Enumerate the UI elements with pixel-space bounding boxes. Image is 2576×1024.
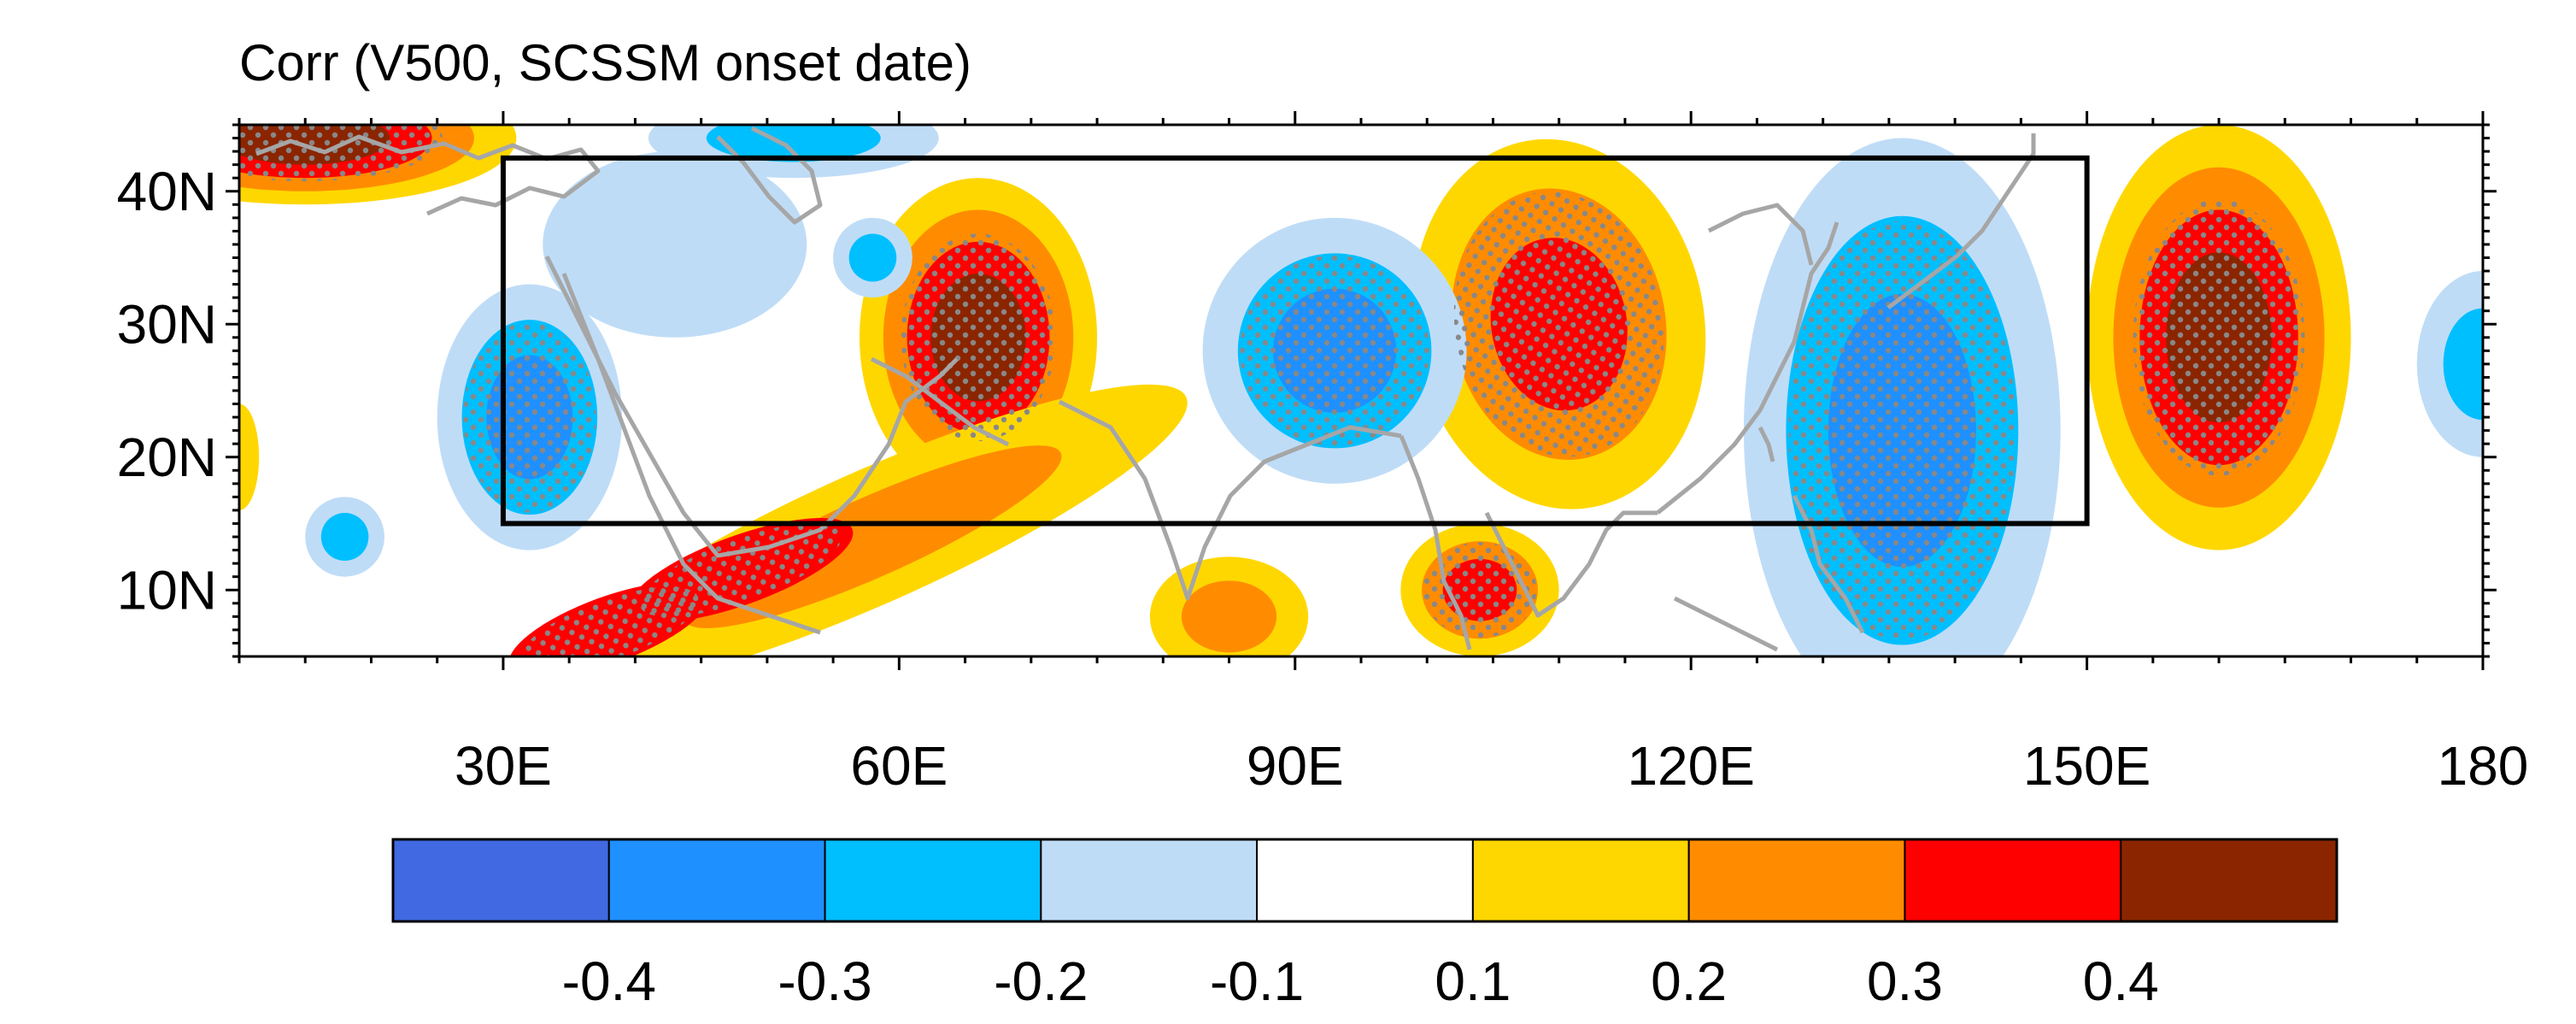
stipple-region-2: [901, 233, 1056, 442]
x-tick-label-60e: 60E: [850, 735, 948, 797]
contour-feature-17: [305, 497, 384, 577]
coastline-taiwan: [1757, 426, 1775, 462]
x-tick-label-120e: 120E: [1627, 735, 1754, 797]
x-tick-label-90e: 90E: [1247, 735, 1344, 797]
colorbar-swatch: [392, 839, 610, 922]
y-tick-label-40n: 40N: [117, 161, 217, 222]
stipple-region-10: [463, 321, 596, 513]
contour-band: [543, 151, 807, 338]
stipple-fill: [1453, 191, 1664, 457]
stipple-fill: [1423, 542, 1537, 638]
contour-feature-1: [239, 403, 260, 510]
colorbar-level-label: 0.2: [1651, 950, 1727, 1012]
colorbar-swatch: [607, 839, 826, 922]
colorbar-level-label: -0.3: [777, 950, 871, 1012]
stipple-fill: [519, 586, 699, 656]
stipple-region-5: [519, 586, 699, 656]
contour-feature-15: [543, 151, 807, 338]
colorbar-level-label: -0.2: [994, 950, 1088, 1012]
colorbar-level-label: 0.1: [1435, 950, 1511, 1012]
contour-feature-8: [1149, 556, 1309, 656]
contour-band: [848, 233, 897, 282]
colorbar-level-label: -0.1: [1210, 950, 1304, 1012]
stipple-fill: [463, 321, 596, 513]
colorbar-labels: -0.4 -0.3 -0.2 -0.1 0.1 0.2 0.3 0.4: [562, 950, 2159, 1012]
stipple-region-7: [1423, 542, 1537, 638]
figure-title: Corr (V500, SCSSM onset date): [239, 34, 971, 91]
coastline-india: [1058, 399, 1402, 601]
y-tick-label-20n: 20N: [117, 427, 217, 488]
stipple-fill: [239, 125, 443, 182]
coastline-black-caspian: [716, 126, 823, 225]
colorbar-swatch: [1471, 839, 1690, 922]
x-tick-label-180: 180: [2438, 735, 2529, 797]
colorbar-level-label: -0.4: [562, 950, 656, 1012]
y-axis-tick-labels: 10N 20N 30N 40N: [117, 161, 217, 621]
contour-band: [239, 403, 260, 510]
stipple-region-6: [1453, 191, 1664, 457]
axis-ticks: [226, 111, 2497, 670]
x-tick-label-30e: 30E: [455, 735, 552, 797]
stipple-region-9: [2133, 199, 2305, 476]
colorbar-level-label: 0.3: [1867, 950, 1943, 1012]
contour-feature-16: [833, 217, 912, 298]
stipple-fill: [901, 233, 1056, 442]
stipple-region-12: [1788, 221, 2016, 640]
y-tick-label-10n: 10N: [117, 559, 217, 621]
stipple-region-11: [1240, 255, 1429, 446]
colorbar-level-label: 0.4: [2083, 950, 2159, 1012]
colorbar: [391, 838, 2338, 923]
coastline-philippines: [1792, 494, 1865, 634]
colorbar-swatch: [824, 839, 1042, 922]
colorbar-frame: [391, 838, 2338, 923]
coastline-china: [1656, 221, 1840, 515]
coastline-europe-mediterranean: [255, 134, 601, 216]
target-region-box: [500, 155, 2090, 527]
y-tick-label-30n: 30N: [117, 293, 217, 355]
coastline-arabia: [544, 255, 959, 558]
colorbar-swatch: [2120, 839, 2338, 922]
contour-band: [320, 513, 369, 562]
stipple-region-0: [239, 125, 443, 182]
colorbar-swatch: [1687, 839, 1906, 922]
stipple-fill: [1240, 255, 1429, 446]
coastline-bay-of-bengal: [1399, 435, 1472, 650]
x-axis-tick-labels: 30E 60E 90E 120E 150E 180: [455, 735, 2528, 797]
x-tick-label-150e: 150E: [2023, 735, 2151, 797]
contour-band: [1181, 580, 1277, 653]
colorbar-swatch: [1904, 839, 2122, 922]
coastline-red-sea-africa: [561, 273, 821, 635]
coastline-indochina: [1484, 510, 1658, 618]
stipple-fill: [2133, 199, 2305, 476]
contour-feature-14: [2416, 271, 2483, 457]
coastline-maritime-se-asia: [1673, 596, 1779, 652]
stipple-fill: [1788, 221, 2016, 640]
contour-band: [706, 125, 881, 162]
coastline-persian-gulf: [870, 356, 1010, 447]
contour-band: [2443, 308, 2483, 421]
colorbar-swatch: [1040, 839, 1259, 922]
significance-stippling-layer: [239, 125, 2305, 656]
coastline-korea-yellow-sea: [1707, 203, 1814, 266]
colorbar-swatch: [1256, 839, 1474, 922]
